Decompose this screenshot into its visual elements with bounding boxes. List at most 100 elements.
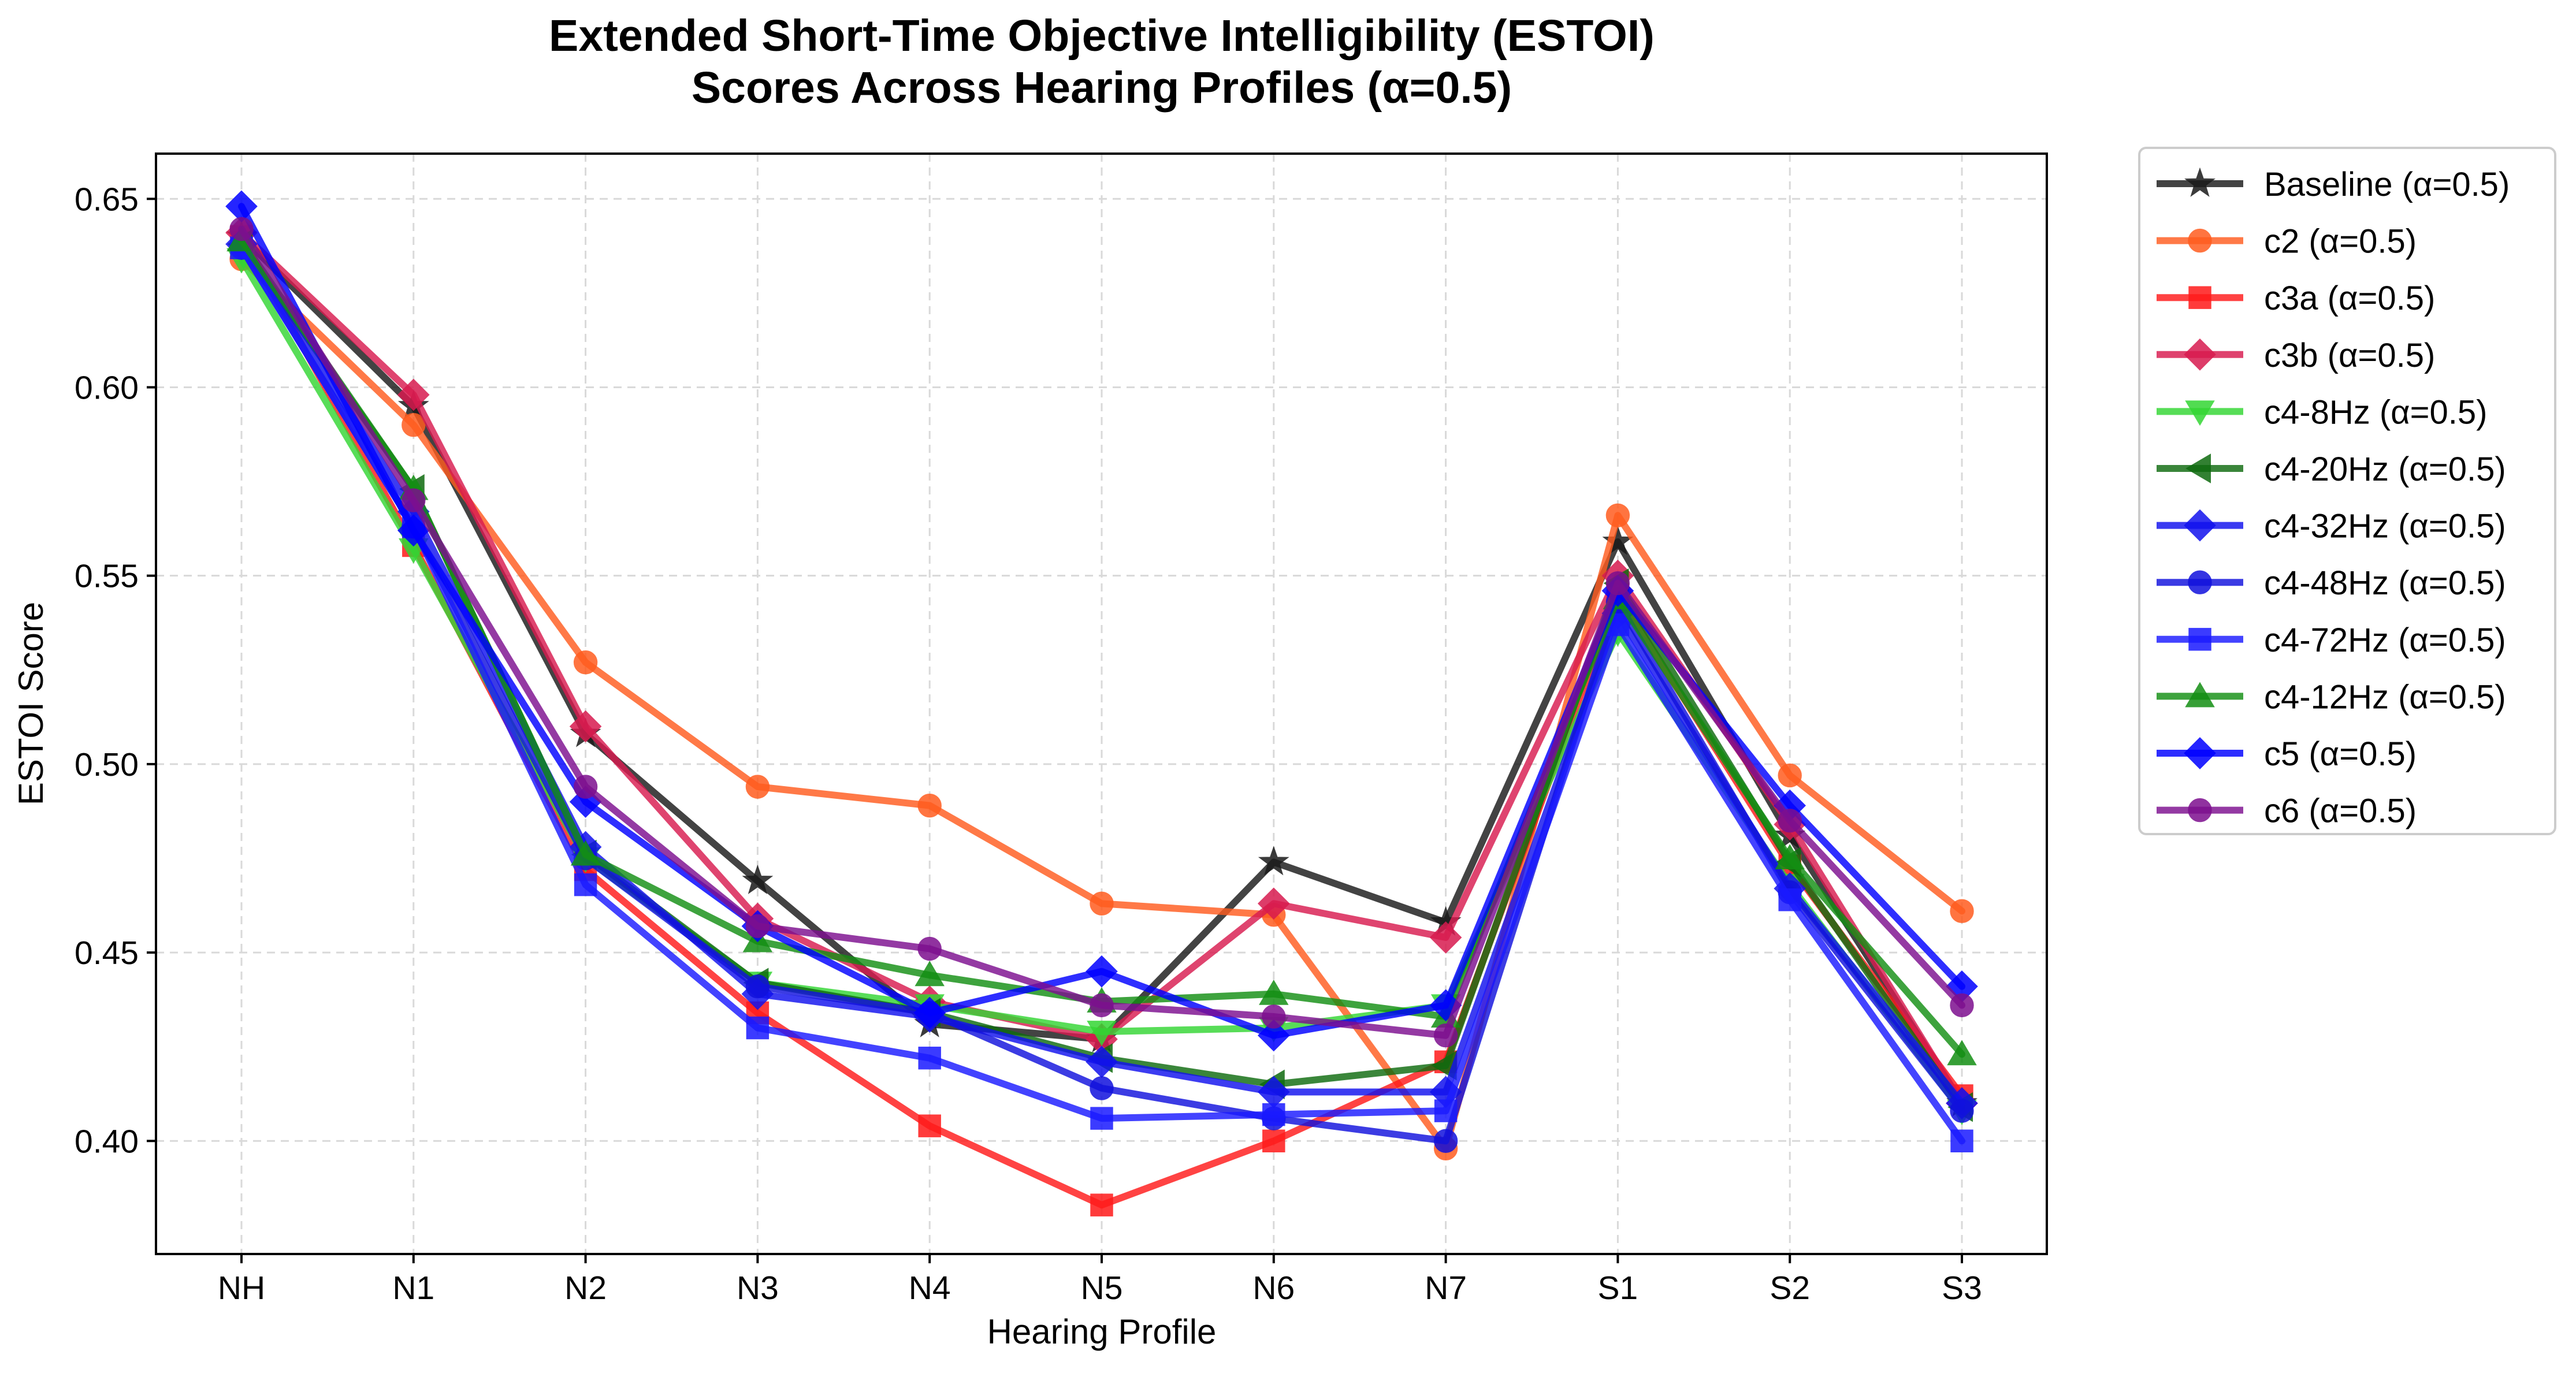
data-point	[915, 961, 945, 987]
y-tick-label: 0.55	[75, 558, 139, 595]
chart-title-line2: Scores Across Hearing Profiles (α=0.5)	[692, 63, 1512, 113]
legend-label: c4-32Hz (α=0.5)	[2264, 508, 2506, 545]
x-tick-label: S2	[1770, 1270, 1810, 1307]
data-point	[745, 974, 770, 999]
legend-label: c4-20Hz (α=0.5)	[2264, 451, 2506, 488]
legend-entry: c4-72Hz (α=0.5)	[2157, 622, 2506, 659]
legend-marker	[2185, 682, 2215, 708]
data-point	[1086, 955, 1118, 988]
legend-label: c3b (α=0.5)	[2264, 337, 2435, 374]
series-lines	[225, 190, 1978, 1216]
data-point	[1090, 1193, 1113, 1216]
data-point	[1778, 888, 1801, 911]
data-point	[746, 1016, 770, 1040]
data-point	[745, 775, 770, 799]
data-point	[1778, 763, 1802, 788]
data-point	[1258, 846, 1289, 876]
data-point	[1950, 899, 1974, 923]
legend-frame	[2138, 147, 2556, 835]
data-point	[918, 1047, 941, 1070]
data-point	[402, 413, 426, 437]
data-point	[1090, 1076, 1114, 1100]
data-point	[1087, 1021, 1117, 1046]
data-point	[1947, 1040, 1977, 1066]
x-tick-label: NH	[218, 1270, 265, 1307]
data-point	[1434, 1099, 1458, 1122]
data-point	[1090, 993, 1114, 1018]
legend-entry: c5 (α=0.5)	[2157, 735, 2417, 773]
legend-entry: c4-12Hz (α=0.5)	[2157, 678, 2506, 716]
legend-label: c4-72Hz (α=0.5)	[2264, 622, 2506, 659]
data-point	[917, 793, 942, 818]
legend-label: c4-48Hz (α=0.5)	[2264, 564, 2506, 602]
x-tick-label: N1	[392, 1270, 434, 1307]
legend-marker	[2185, 453, 2211, 483]
legend-entry: c4-48Hz (α=0.5)	[2157, 564, 2506, 602]
data-point	[1259, 980, 1289, 1005]
data-point	[917, 936, 942, 961]
data-point	[1262, 1129, 1285, 1153]
data-point	[1605, 503, 1630, 527]
plot-frame	[155, 152, 2048, 1255]
data-point	[742, 864, 774, 894]
x-tick-label: N5	[1081, 1270, 1123, 1307]
data-point	[1433, 1023, 1458, 1048]
data-point	[1950, 1099, 1974, 1123]
data-point	[1778, 809, 1802, 833]
legend: Baseline (α=0.5) c2 (α=0.5) c3a (α=0.5) c3b…	[2138, 147, 2556, 835]
data-point	[573, 775, 598, 799]
legend-entry: c4-32Hz (α=0.5)	[2157, 508, 2506, 545]
data-point	[397, 378, 430, 411]
data-point	[1257, 1019, 1290, 1052]
legend-marker	[2185, 400, 2215, 426]
y-tick-label: 0.50	[75, 746, 139, 783]
x-tick-label: N7	[1425, 1270, 1467, 1307]
x-tick-label: S1	[1598, 1270, 1638, 1307]
legend-entry: c2 (α=0.5)	[2157, 223, 2417, 261]
legend-entry: c3b (α=0.5)	[2157, 337, 2435, 374]
data-point	[1429, 921, 1462, 954]
data-point	[570, 840, 601, 866]
x-tick-label: N4	[909, 1270, 951, 1307]
data-point	[229, 217, 254, 241]
data-point	[1262, 1004, 1286, 1029]
legend-label: c4-8Hz (α=0.5)	[2264, 393, 2488, 431]
y-tick-label: 0.45	[75, 935, 139, 972]
legend-marker	[2184, 509, 2216, 542]
data-point	[745, 914, 770, 939]
data-point	[402, 488, 426, 512]
legend-entry: c4-20Hz (α=0.5)	[2157, 451, 2506, 488]
series-group	[229, 217, 1974, 1048]
data-point	[397, 514, 430, 547]
legend-label: c5 (α=0.5)	[2264, 735, 2417, 773]
legend-entry: c4-8Hz (α=0.5)	[2157, 393, 2488, 431]
legend-label: Baseline (α=0.5)	[2264, 166, 2510, 203]
legend-label: c3a (α=0.5)	[2264, 280, 2435, 317]
data-point	[918, 1114, 941, 1137]
data-point	[1090, 891, 1114, 916]
data-point	[574, 873, 597, 896]
axes: 0.40 0.45 0.50 0.55 0.60 0.65 NH N1 N2 N3 N4 N5 N6 N7…	[75, 181, 1982, 1307]
legend-label: c2 (α=0.5)	[2264, 223, 2417, 261]
legend-marker	[2184, 338, 2216, 371]
y-tick-label: 0.40	[75, 1123, 139, 1160]
x-tick-label: S3	[1942, 1270, 1982, 1307]
legend-entry: c6 (α=0.5)	[2157, 792, 2417, 830]
y-tick-label: 0.65	[75, 181, 139, 218]
data-point	[1775, 844, 1805, 869]
y-tick-label: 0.60	[75, 369, 139, 406]
legend-marker	[2188, 286, 2211, 309]
legend-marker	[2184, 737, 2216, 769]
legend-marker	[2184, 167, 2216, 197]
legend-marker	[2188, 628, 2211, 651]
data-point	[1433, 1129, 1458, 1153]
x-tick-label: N6	[1252, 1270, 1295, 1307]
legend-label: c4-12Hz (α=0.5)	[2264, 678, 2506, 716]
data-point	[1090, 1107, 1113, 1130]
x-tick-label: N3	[737, 1270, 779, 1307]
data-point	[1605, 571, 1630, 596]
legend-marker	[2188, 570, 2212, 594]
data-point	[1950, 993, 1974, 1018]
